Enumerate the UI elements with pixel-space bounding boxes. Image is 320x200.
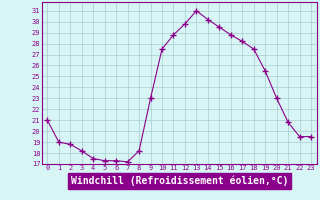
X-axis label: Windchill (Refroidissement éolien,°C): Windchill (Refroidissement éolien,°C) — [70, 176, 288, 186]
